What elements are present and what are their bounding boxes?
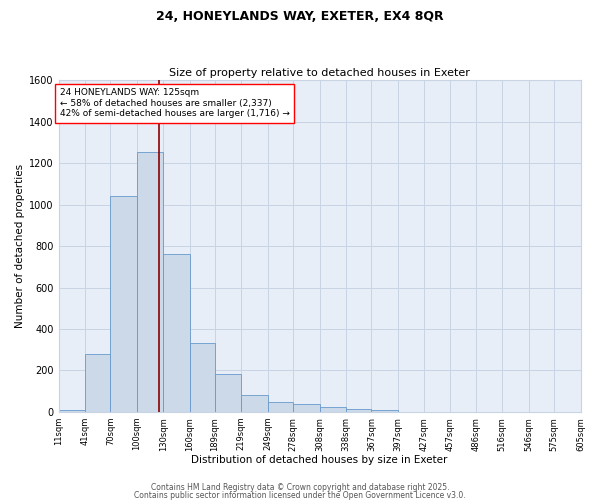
Y-axis label: Number of detached properties: Number of detached properties: [15, 164, 25, 328]
Bar: [163, 254, 190, 412]
Title: Size of property relative to detached houses in Exeter: Size of property relative to detached ho…: [169, 68, 470, 78]
Bar: [346, 409, 371, 412]
Bar: [371, 410, 398, 412]
Text: 24, HONEYLANDS WAY, EXETER, EX4 8QR: 24, HONEYLANDS WAY, EXETER, EX4 8QR: [156, 10, 444, 23]
Bar: [241, 396, 268, 412]
Bar: [137, 152, 163, 412]
Text: Contains HM Land Registry data © Crown copyright and database right 2025.: Contains HM Land Registry data © Crown c…: [151, 484, 449, 492]
Bar: [268, 402, 293, 412]
Bar: [110, 196, 137, 412]
Bar: [293, 404, 320, 412]
Bar: [190, 342, 215, 412]
Bar: [85, 354, 110, 412]
Text: Contains public sector information licensed under the Open Government Licence v3: Contains public sector information licen…: [134, 490, 466, 500]
Bar: [320, 407, 346, 412]
X-axis label: Distribution of detached houses by size in Exeter: Distribution of detached houses by size …: [191, 455, 448, 465]
Bar: [59, 410, 85, 412]
Bar: [215, 374, 241, 412]
Text: 24 HONEYLANDS WAY: 125sqm
← 58% of detached houses are smaller (2,337)
42% of se: 24 HONEYLANDS WAY: 125sqm ← 58% of detac…: [59, 88, 289, 118]
